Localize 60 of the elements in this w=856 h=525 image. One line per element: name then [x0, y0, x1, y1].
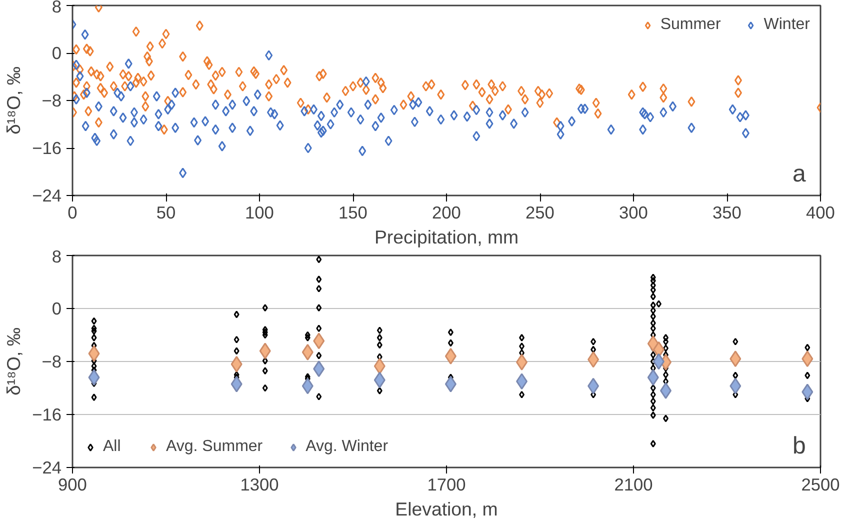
x-tick-label: 1700 — [427, 474, 466, 494]
point — [652, 341, 664, 358]
x-tick-label: 0 — [68, 202, 78, 222]
point — [302, 378, 314, 394]
y-tick-label: −16 — [32, 404, 62, 424]
x-tick-label: 1300 — [240, 474, 279, 494]
legend-label: Winter — [764, 16, 810, 34]
point — [802, 350, 814, 368]
x-tick-label: 200 — [432, 202, 461, 222]
x-axis-title: Precipitation, mm — [374, 226, 519, 248]
point — [730, 350, 742, 368]
point — [374, 372, 386, 388]
x-tick-label: 2500 — [801, 474, 840, 494]
legend-label: Avg. Winter — [306, 438, 388, 456]
y-axis-title: δ¹⁸O, ‰ — [3, 66, 24, 134]
x-tick-label: 150 — [338, 202, 368, 222]
point — [259, 342, 271, 360]
point — [313, 360, 325, 378]
x-tick-label: 50 — [156, 202, 176, 222]
y-tick-label: 8 — [52, 0, 62, 16]
point — [730, 378, 742, 394]
y-axis-title: δ¹⁸O, ‰ — [3, 327, 24, 396]
x-tick-label: 2100 — [614, 474, 653, 494]
y-tick-label: −16 — [32, 138, 62, 158]
legend-label: All — [103, 438, 122, 456]
legend-label: Avg. Summer — [166, 438, 263, 456]
y-tick-label: −24 — [32, 458, 62, 478]
x-tick-label: 250 — [526, 202, 554, 222]
y-tick-label: 0 — [52, 298, 62, 318]
point — [516, 354, 528, 370]
point — [444, 348, 456, 364]
point — [302, 344, 314, 360]
x-tick-label: 100 — [245, 202, 274, 222]
x-tick-label: 900 — [58, 474, 87, 494]
x-tick-label: 400 — [806, 202, 835, 222]
x-tick-label: 300 — [619, 202, 648, 222]
point — [88, 345, 100, 362]
point — [230, 356, 242, 372]
point — [374, 358, 386, 374]
x-axis-title: Elevation, m — [395, 498, 498, 520]
point — [444, 376, 456, 392]
y-tick-label: 0 — [52, 43, 62, 63]
point — [516, 373, 528, 390]
point — [588, 378, 600, 394]
point — [802, 384, 814, 400]
y-tick-label: −24 — [32, 186, 62, 206]
y-tick-label: −8 — [42, 90, 62, 110]
point — [313, 332, 325, 350]
annotation: a — [792, 160, 806, 188]
y-tick-label: −8 — [42, 352, 62, 372]
point — [588, 351, 600, 368]
legend-label: Summer — [660, 16, 721, 34]
point — [660, 382, 672, 399]
y-tick-label: 8 — [52, 246, 62, 266]
point — [230, 376, 242, 392]
point — [88, 369, 100, 386]
x-tick-label: 350 — [712, 202, 742, 222]
annotation: b — [792, 432, 806, 460]
point — [647, 369, 659, 386]
point — [652, 353, 664, 370]
